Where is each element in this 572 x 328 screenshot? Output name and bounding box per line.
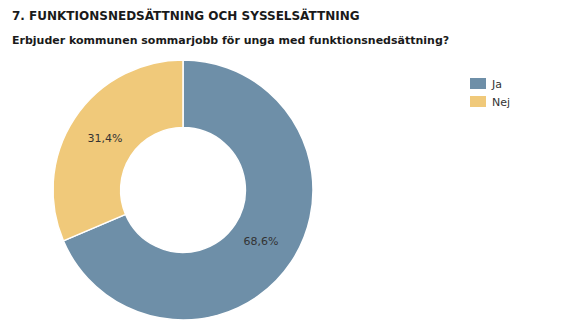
legend-item: Nej bbox=[470, 96, 510, 109]
legend-label: Nej bbox=[492, 96, 510, 109]
legend-swatch bbox=[470, 96, 486, 107]
legend-label: Ja bbox=[491, 78, 502, 91]
data-label: 68,6% bbox=[244, 235, 279, 248]
legend-item: Ja bbox=[470, 78, 502, 91]
title: 7. FUNKTIONSNEDSÄTTNING OCH SYSSELSÄTTNI… bbox=[12, 8, 360, 23]
slice bbox=[53, 60, 183, 241]
subtitle: Erbjuder kommunen sommarjobb för unga me… bbox=[12, 34, 449, 47]
legend: Ja Nej bbox=[470, 78, 510, 109]
chart: 7. FUNKTIONSNEDSÄTTNING OCH SYSSELSÄTTNI… bbox=[0, 0, 572, 328]
donut: 68,6% 31,4% bbox=[53, 60, 313, 320]
data-label: 31,4% bbox=[87, 132, 122, 145]
legend-swatch bbox=[470, 78, 486, 89]
